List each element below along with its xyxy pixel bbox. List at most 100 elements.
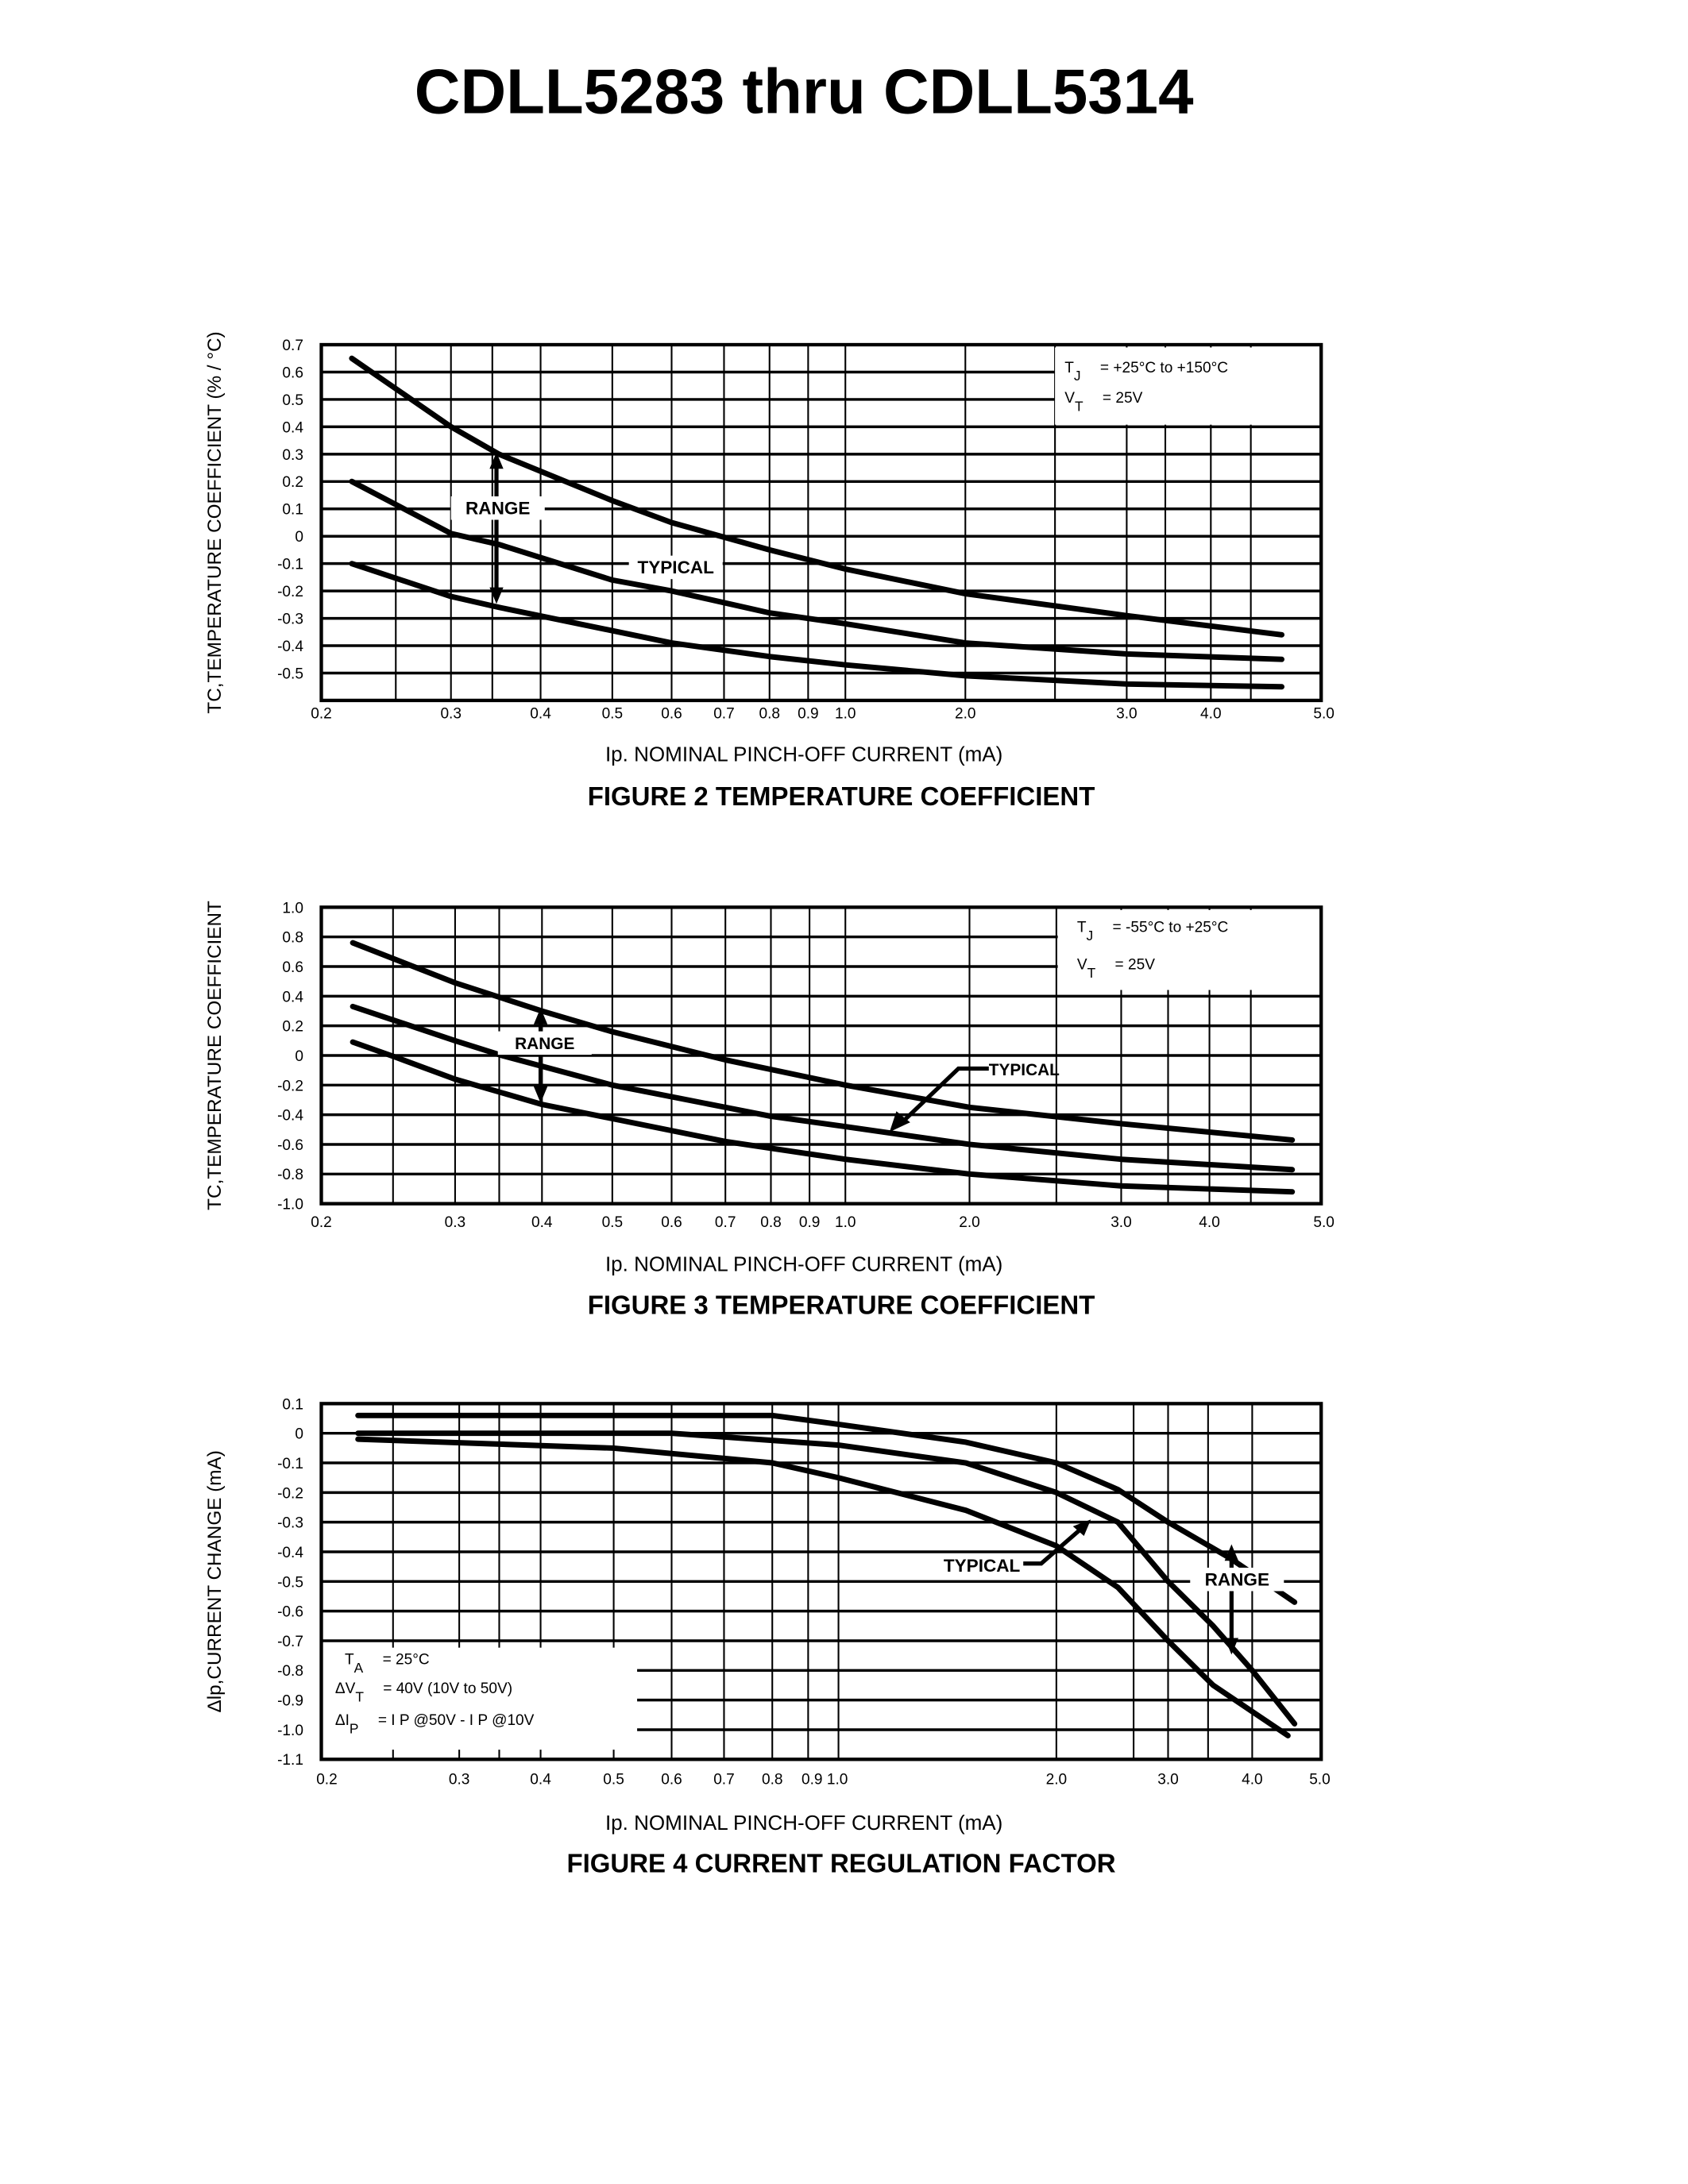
y-tick-label: 0.5: [282, 392, 303, 409]
y-tick-label: 1.0: [282, 900, 303, 916]
legend-box: [1055, 347, 1320, 425]
y-tick-label: -1.0: [277, 1197, 303, 1214]
legend-symbol: ΔI: [335, 1712, 350, 1729]
x-axis-label: Ip. NOMINAL PINCH-OFF CURRENT (mA): [605, 1252, 1002, 1276]
x-tick-label: 0.4: [530, 706, 551, 723]
x-tick-label: 0.4: [531, 1214, 553, 1231]
annotation-label: RANGE: [1205, 1570, 1269, 1590]
x-tick-label: 0.6: [661, 1214, 682, 1231]
annotation-bg: [935, 1553, 1029, 1578]
legend-value: = -55°C to +25°C: [1113, 920, 1229, 936]
series-line-3: [355, 1436, 1291, 1738]
legend-value: = +25°C to +150°C: [1100, 360, 1228, 376]
y-tick-label: -0.7: [277, 1634, 303, 1650]
x-tick-label: 0.8: [759, 706, 780, 723]
annotation-label: RANGE: [465, 499, 530, 519]
legend-symbol: T: [345, 1651, 354, 1668]
y-tick-label: -0.6: [277, 1137, 303, 1154]
series-line-1: [355, 1412, 1298, 1605]
legend-box: [323, 1647, 638, 1750]
y-tick-label: 0.1: [282, 502, 303, 519]
x-tick-label: 0.6: [661, 706, 682, 723]
x-tick-label: 4.0: [1199, 1214, 1220, 1231]
legend-line: TJ = -55°C to +25°C: [1077, 920, 1229, 943]
x-tick-label: 5.0: [1313, 1214, 1335, 1231]
x-axis-label: Ip. NOMINAL PINCH-OFF CURRENT (mA): [605, 1811, 1002, 1835]
y-tick-label: -0.8: [277, 1663, 303, 1680]
y-tick-label: 0: [295, 1048, 303, 1065]
legend-symbol: ΔV: [335, 1680, 356, 1697]
plot-frame: [319, 905, 1323, 1206]
y-tick-label: -0.2: [277, 584, 303, 600]
legend-box: [1057, 909, 1320, 990]
x-tick-label: 1.0: [835, 706, 856, 723]
y-axis-label: TC,TEMPERATURE COEFFICIENT (% / °C): [204, 331, 226, 713]
x-tick-label: 5.0: [1309, 1772, 1331, 1788]
y-tick-label: -0.2: [277, 1078, 303, 1094]
x-tick-label: 0.2: [316, 1772, 338, 1788]
y-tick-label: 0.4: [282, 419, 303, 436]
y-tick-label: -0.5: [277, 666, 303, 682]
x-tick-label: 0.3: [440, 706, 462, 723]
series-line-3: [349, 561, 1285, 690]
x-tick-label: 0.5: [603, 1772, 624, 1788]
y-tick-label: 0: [295, 529, 303, 546]
arrow-head-icon: [1072, 1519, 1091, 1537]
annotations-figure-3: RANGE TYPICAL: [497, 1008, 1060, 1133]
page-title: CDLL5283 thru CDLL5314: [415, 56, 1194, 126]
y-tick-label: -0.8: [277, 1167, 303, 1183]
legend-value: = 25V: [1115, 956, 1156, 973]
annotation-bg: [628, 555, 723, 580]
series-line-3: [350, 1039, 1296, 1195]
y-tick-label: -0.5: [277, 1574, 303, 1591]
y-tick-label: -0.3: [277, 1515, 303, 1532]
legend-symbol: T: [1064, 360, 1074, 376]
x-tick-label: 2.0: [959, 1214, 980, 1231]
y-tick-label: 0.7: [282, 338, 303, 354]
x-tick-label: 2.0: [1046, 1772, 1068, 1788]
y-tick-label: -0.1: [277, 557, 303, 573]
legend-line: ΔVT = 40V (10V to 50V): [335, 1680, 512, 1704]
x-tick-label: 3.0: [1116, 706, 1138, 723]
x-tick-label: 0.5: [602, 706, 624, 723]
y-axis-label: Δlp,CURRENT CHANGE (mA): [204, 1450, 226, 1712]
x-tick-label: 0.9: [798, 706, 819, 723]
series-line-1: [349, 355, 1285, 638]
y-tick-label: -1.0: [277, 1723, 303, 1739]
chart-figure-3: TJ = -55°C to +25°CVT = 25V1.00.80.60.40.2…: [204, 900, 1335, 1319]
y-tick-label: 0.2: [282, 1019, 303, 1036]
x-axis-label: Ip. NOMINAL PINCH-OFF CURRENT (mA): [605, 742, 1002, 766]
y-tick-label: 0.6: [282, 959, 303, 976]
legend-subscript: P: [350, 1720, 359, 1736]
y-tick-label: -0.3: [277, 612, 303, 628]
plot-frame: [319, 342, 1323, 703]
legend-subscript: J: [1074, 368, 1081, 384]
y-tick-label: 0.6: [282, 365, 303, 381]
y-tick-label: -0.4: [277, 1108, 303, 1125]
y-tick-label: -0.4: [277, 639, 303, 655]
annotations-figure-4: TYPICAL RANGE: [935, 1519, 1284, 1655]
figure-title: FIGURE 3 TEMPERATURE COEFFICIENT: [588, 1291, 1095, 1320]
legend-value: = 40V (10V to 50V): [383, 1680, 512, 1697]
x-tick-label: 0.3: [445, 1214, 466, 1231]
y-tick-label: 0.2: [282, 474, 303, 491]
arrow-down-icon: [489, 587, 504, 604]
series-line-2: [349, 478, 1285, 662]
legend-subscript: A: [354, 1660, 364, 1676]
y-tick-label: -1.1: [277, 1752, 303, 1769]
y-tick-label: -0.6: [277, 1604, 303, 1621]
typical-arrow: [898, 1066, 989, 1127]
arrow-down-icon: [1224, 1638, 1239, 1655]
annotation-label: TYPICAL: [989, 1061, 1060, 1079]
y-tick-label: -0.9: [277, 1693, 303, 1710]
legend-subscript: T: [355, 1688, 364, 1704]
typical-arrow: [1023, 1524, 1086, 1566]
x-tick-label: 0.3: [449, 1772, 470, 1788]
x-tick-label: 0.8: [762, 1772, 783, 1788]
arrow-up-icon: [489, 452, 504, 469]
x-tick-label: 1.0: [835, 1214, 856, 1231]
arrow-up-icon: [1224, 1544, 1239, 1561]
x-tick-label: 0.9: [799, 1214, 821, 1231]
x-tick-label: 0.9 1.0: [802, 1772, 848, 1788]
